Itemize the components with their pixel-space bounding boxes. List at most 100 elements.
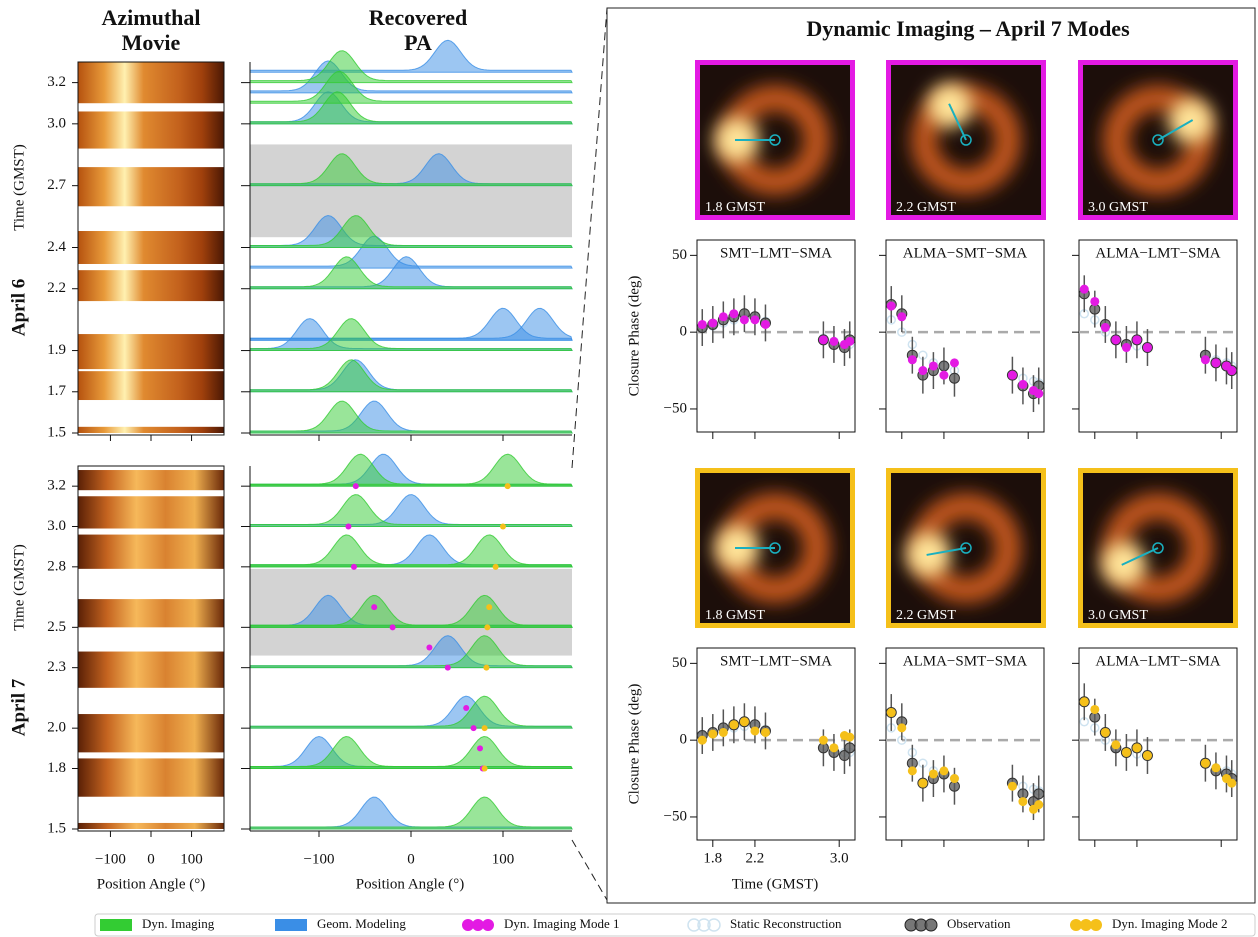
mode-point: [760, 319, 770, 329]
legend-marker: [1070, 919, 1082, 931]
y-tick-label: 1.8: [47, 760, 66, 776]
triangle-label: ALMA−SMT−SMA: [903, 653, 1028, 669]
mode-point: [1200, 355, 1210, 365]
movie-strip: [78, 534, 224, 569]
triangle-label: ALMA−SMT−SMA: [903, 245, 1028, 261]
mode-track-dot: [481, 725, 488, 732]
pa-indicator: [948, 103, 967, 141]
x-axis-label: Time (GMST): [732, 876, 819, 892]
mode-point: [697, 735, 707, 745]
mode-point: [886, 301, 896, 311]
movie-strip: [78, 714, 224, 753]
legend-marker: [462, 919, 474, 931]
y-axis-label: Closure Phase (deg): [626, 684, 642, 805]
mode-point: [928, 769, 938, 779]
legend-marker: [707, 918, 721, 932]
pa-ridge: [249, 453, 573, 487]
legend-label: Dyn. Imaging: [142, 916, 215, 931]
x-tick-label: 0: [147, 851, 155, 867]
image-border: [695, 468, 855, 628]
mode-point: [1090, 296, 1100, 306]
movie-strip: [78, 426, 224, 433]
pa-indicator: [1157, 119, 1194, 141]
mode-point: [829, 336, 839, 346]
mode-point: [1007, 370, 1017, 380]
observation: [844, 742, 856, 754]
mode-point: [1121, 343, 1131, 353]
image-label: 3.0 GMST: [1088, 200, 1148, 215]
mode-point: [718, 312, 728, 322]
mode-track-dot: [371, 604, 378, 611]
movie-strip: [78, 496, 224, 529]
mode-point: [1100, 323, 1110, 333]
mode-point: [1079, 284, 1089, 294]
y-tick-label: −50: [664, 400, 687, 416]
x-tick-label: 2.2: [746, 850, 765, 866]
y-tick-label: 3.0: [47, 518, 66, 534]
mode-point: [1132, 743, 1142, 753]
y-tick-label: 3.2: [47, 74, 66, 90]
right-title: Dynamic Imaging – April 7 Modes: [806, 16, 1130, 41]
mode-point: [1018, 797, 1028, 807]
image-border: [695, 60, 855, 220]
mode-point: [1034, 800, 1044, 810]
mode-track-dot: [444, 664, 451, 671]
mode-point: [845, 336, 855, 346]
pa-ridge: [249, 91, 573, 125]
cp-frame: [696, 647, 856, 841]
image-label: 2.2 GMST: [896, 608, 956, 623]
column-title: PA: [404, 30, 432, 55]
x-tick-label: 0: [407, 851, 415, 867]
mode-point: [1018, 379, 1028, 389]
image-label: 1.8 GMST: [705, 200, 765, 215]
mode-track-dot: [463, 705, 470, 711]
mode-point: [897, 312, 907, 322]
movie-strip: [78, 470, 224, 491]
mode-point: [1111, 740, 1121, 750]
movie-strip: [78, 822, 224, 829]
pa-ridge: [249, 635, 573, 669]
mode-point: [697, 319, 707, 329]
observation: [1033, 788, 1045, 800]
legend-marker: [1090, 919, 1102, 931]
mode-point: [818, 335, 828, 345]
legend-marker: [1080, 919, 1092, 931]
y-axis-label: Closure Phase (deg): [626, 276, 642, 397]
observation: [938, 360, 950, 372]
y-tick-label: 1.9: [47, 342, 66, 358]
y-axis-label: Time (GMST): [11, 544, 27, 631]
mode-point: [1142, 751, 1152, 761]
x-axis-label: Position Angle (°): [97, 876, 206, 892]
legend-label: Geom. Modeling: [317, 916, 406, 931]
y-tick-label: 2.8: [47, 558, 66, 574]
triangle-label: ALMA−LMT−SMA: [1095, 245, 1220, 261]
y-tick-label: 0: [680, 324, 688, 340]
mode-track-dot: [477, 745, 483, 752]
pa-ridge: [249, 695, 573, 729]
mode-track-dot: [350, 563, 357, 570]
mode-point: [918, 778, 928, 788]
x-tick-label: 100: [492, 851, 515, 867]
movie-strip: [78, 167, 224, 207]
pa-ridge: [249, 594, 573, 628]
mode-track-dot: [481, 765, 488, 772]
triangle-label: SMT−LMT−SMA: [720, 245, 832, 261]
pa-ridge: [249, 400, 573, 434]
legend-label: Static Reconstruction: [730, 916, 842, 931]
column-title: Recovered: [369, 5, 468, 30]
mode-point: [739, 717, 749, 727]
image-border: [1078, 60, 1238, 220]
column-title: Azimuthal: [102, 5, 201, 30]
pa-ridge: [249, 400, 573, 434]
mode-point: [708, 318, 718, 328]
pa-ridge: [249, 70, 573, 104]
legend-label: Observation: [947, 916, 1011, 931]
pa-ridge: [249, 359, 573, 393]
image-label: 3.0 GMST: [1088, 608, 1148, 623]
mode-point: [729, 309, 739, 319]
y-tick-label: 50: [672, 247, 687, 263]
mode-point: [939, 370, 949, 380]
mode-point: [1100, 727, 1110, 737]
y-tick-label: 2.2: [47, 280, 66, 296]
